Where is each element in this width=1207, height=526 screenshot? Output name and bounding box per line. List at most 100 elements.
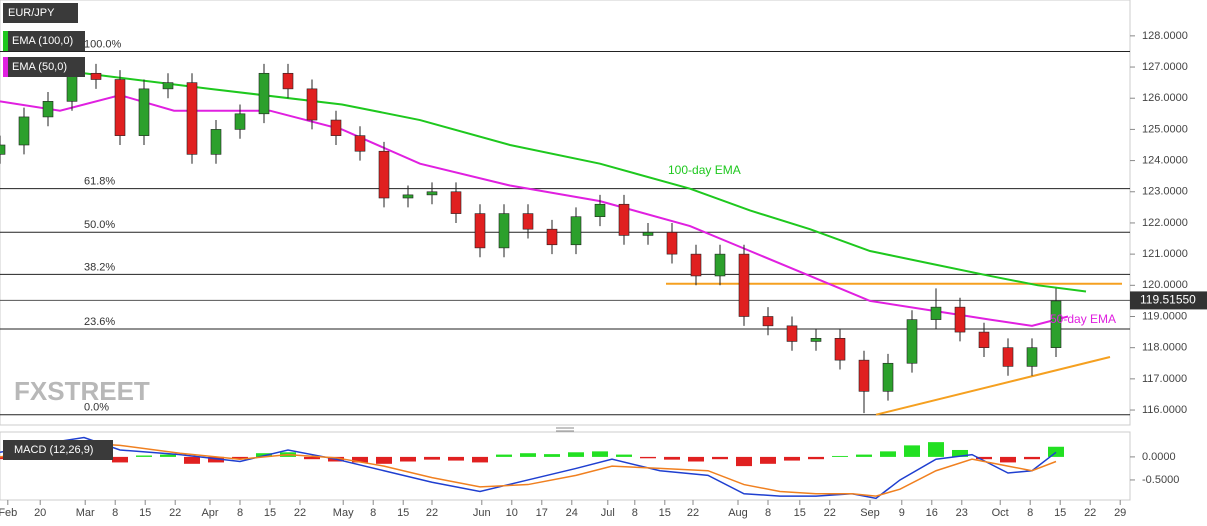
candle-body xyxy=(1002,347,1014,367)
candle-body xyxy=(930,306,942,320)
legend-title: EUR/JPY xyxy=(8,7,55,19)
fib-label: 38.2% xyxy=(84,261,115,273)
histogram-bar xyxy=(496,454,512,457)
candle-body xyxy=(834,338,846,361)
histogram-bar xyxy=(568,452,584,457)
candle-body xyxy=(306,88,318,121)
candle-body xyxy=(882,362,894,392)
legend-box xyxy=(3,31,85,51)
x-tick-label: 15 xyxy=(794,507,806,519)
candle-body xyxy=(90,72,102,80)
y-tick-label: 119.0000 xyxy=(1142,310,1187,322)
candle-body xyxy=(594,203,606,218)
macd-line xyxy=(0,436,1057,500)
x-tick-label: Apr xyxy=(201,507,218,519)
candle-body xyxy=(186,82,198,155)
x-tick-label: 10 xyxy=(506,507,518,519)
y-tick-label: 118.0000 xyxy=(1142,342,1187,354)
annotation: 50-day EMA xyxy=(1050,312,1116,326)
x-tick-label: 8 xyxy=(1027,507,1033,519)
histogram-bar xyxy=(160,454,176,457)
histogram-bar xyxy=(616,454,632,457)
x-tick-label: 17 xyxy=(536,507,548,519)
logo: FXSTREET xyxy=(14,376,150,406)
candle-body xyxy=(786,325,798,342)
histogram-bar xyxy=(1024,456,1040,460)
x-tick-label: 8 xyxy=(112,507,118,519)
candle-body xyxy=(18,116,30,146)
x-tick-label: 23 xyxy=(956,507,968,519)
legend-swatch xyxy=(3,57,8,77)
histogram-bar xyxy=(856,454,872,457)
candle-body xyxy=(978,331,990,348)
price-panel xyxy=(0,0,1131,426)
histogram-bar xyxy=(1048,446,1064,457)
candle-body xyxy=(162,82,174,90)
y-tick-label: 127.0000 xyxy=(1142,61,1188,73)
x-tick-label: 22 xyxy=(426,507,438,519)
y-tick-label: -0.5000 xyxy=(1142,474,1179,486)
histogram-bar xyxy=(112,456,128,463)
candle-body xyxy=(378,150,390,199)
candle-body xyxy=(642,232,654,236)
legend-label: EMA (50,0) xyxy=(12,61,67,73)
candle-body xyxy=(282,72,294,90)
histogram-bar xyxy=(760,456,776,464)
y-tick-label: 116.0000 xyxy=(1142,404,1187,416)
last-price-label: 119.51550 xyxy=(1140,293,1196,307)
y-tick-label: 122.0000 xyxy=(1142,217,1188,229)
y-tick-label: 128.0000 xyxy=(1142,30,1188,42)
ema-line xyxy=(83,72,1087,293)
histogram-bar xyxy=(904,445,920,457)
histogram-bar xyxy=(712,456,728,460)
candle-body xyxy=(618,203,630,236)
x-tick-label: 22 xyxy=(294,507,306,519)
x-tick-label: Oct xyxy=(992,507,1009,519)
x-tick-label: 8 xyxy=(765,507,771,519)
x-tick-label: 8 xyxy=(370,507,376,519)
x-tick-label: Feb xyxy=(0,507,17,519)
candle-body xyxy=(402,194,414,199)
x-tick-label: 24 xyxy=(566,507,578,519)
histogram-bar xyxy=(448,456,464,461)
candle-body xyxy=(714,253,726,277)
x-tick-label: 22 xyxy=(1084,507,1096,519)
histogram-bar xyxy=(136,455,152,457)
x-tick-label: 22 xyxy=(169,507,181,519)
macd-panel xyxy=(0,431,1131,501)
fib-label: 23.6% xyxy=(84,316,115,328)
candle-body xyxy=(66,72,78,102)
candle-body xyxy=(906,319,918,364)
candle-body xyxy=(258,72,270,115)
legend-box xyxy=(3,440,113,460)
fib-label: 61.8% xyxy=(84,176,115,188)
x-tick-label: 22 xyxy=(687,507,699,519)
histogram-bar xyxy=(688,456,704,462)
candle-body xyxy=(450,191,462,214)
trendline xyxy=(875,356,1111,416)
histogram-bar xyxy=(424,456,440,460)
x-tick-label: May xyxy=(333,507,354,519)
legend-label: EMA (100,0) xyxy=(12,35,73,47)
x-tick-label: 15 xyxy=(139,507,151,519)
histogram-bar xyxy=(928,442,944,457)
histogram-bar xyxy=(304,456,320,460)
histogram-bar xyxy=(832,455,848,457)
x-tick-label: 8 xyxy=(632,507,638,519)
candle-body xyxy=(570,216,582,246)
histogram-bar xyxy=(736,456,752,467)
histogram-bar xyxy=(976,456,992,460)
histogram-bar xyxy=(664,456,680,460)
fib-label: 100.0% xyxy=(84,38,122,50)
histogram-bar xyxy=(352,456,368,463)
histogram-bar xyxy=(1000,456,1016,463)
candle-body xyxy=(234,113,246,130)
candle-body xyxy=(42,101,54,118)
candle-body xyxy=(114,79,126,136)
y-tick-label: 124.0000 xyxy=(1142,154,1188,166)
candle-body xyxy=(474,213,486,249)
candle-body xyxy=(138,88,150,136)
x-tick-label: 8 xyxy=(237,507,243,519)
y-tick-label: 126.0000 xyxy=(1142,92,1188,104)
